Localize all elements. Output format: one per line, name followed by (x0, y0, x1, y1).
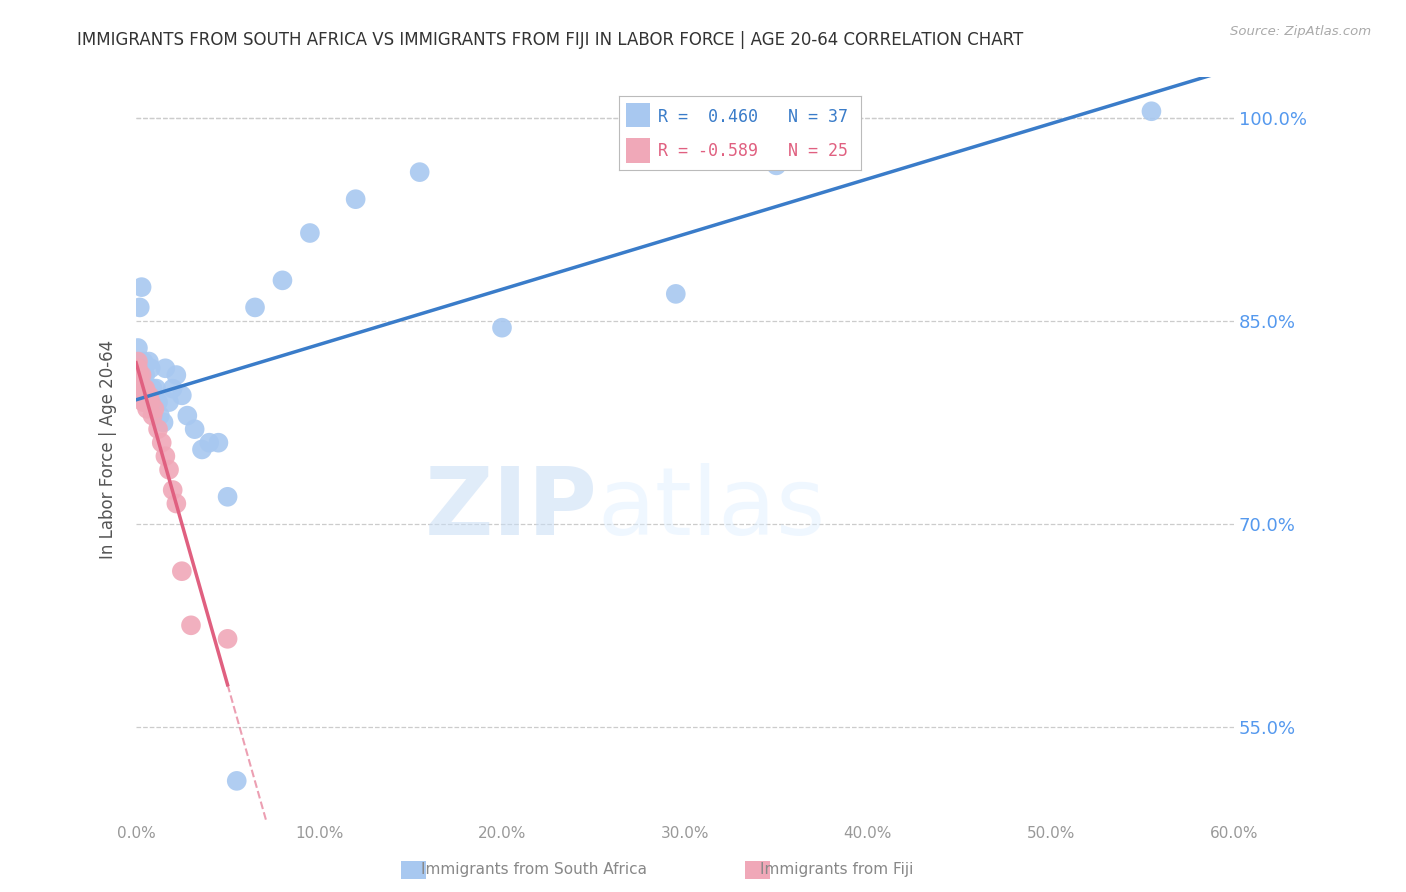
Point (191, 442, 214, 457)
Point (150, 435, 173, 450)
Point (136, 382, 159, 396)
Text: atlas: atlas (598, 463, 825, 555)
Point (165, 368, 187, 382)
Point (128, 382, 150, 396)
Point (149, 409, 172, 423)
Point (134, 395, 156, 409)
Point (176, 409, 198, 423)
Point (217, 490, 239, 504)
Point (298, 226, 321, 240)
Point (217, 632, 239, 646)
Point (344, 192, 367, 206)
Point (142, 409, 165, 423)
Point (225, 773, 247, 788)
Point (170, 388, 193, 402)
Point (138, 354, 160, 368)
Point (131, 280, 153, 294)
Point (180, 618, 202, 632)
Point (155, 449, 177, 463)
Point (183, 422, 205, 436)
Point (165, 497, 187, 511)
Text: ZIP: ZIP (425, 463, 598, 555)
Text: Immigrants from South Africa: Immigrants from South Africa (422, 863, 647, 877)
Point (127, 341, 149, 355)
Point (765, 158, 787, 172)
Point (146, 395, 169, 409)
Point (132, 354, 155, 368)
Point (408, 165, 430, 179)
Point (132, 382, 155, 396)
Point (136, 401, 159, 416)
Point (127, 354, 149, 368)
Point (132, 368, 155, 382)
Point (131, 368, 153, 382)
Point (134, 382, 156, 396)
Point (271, 273, 294, 287)
Point (1140, 104, 1163, 119)
Point (139, 361, 162, 376)
Point (155, 361, 177, 376)
Point (139, 395, 162, 409)
Point (198, 435, 221, 450)
Point (132, 395, 155, 409)
Point (142, 382, 165, 396)
Point (143, 395, 166, 409)
Point (128, 301, 150, 315)
Y-axis label: In Labor Force | Age 20-64: In Labor Force | Age 20-64 (100, 340, 117, 559)
Point (134, 382, 156, 396)
Text: Source: ZipAtlas.com: Source: ZipAtlas.com (1230, 25, 1371, 38)
Point (665, 286, 688, 301)
Point (145, 382, 167, 396)
Point (157, 395, 180, 409)
Point (131, 382, 153, 396)
Point (157, 463, 180, 477)
Text: Immigrants from Fiji: Immigrants from Fiji (759, 863, 914, 877)
Point (127, 361, 149, 376)
Point (143, 401, 166, 416)
Point (138, 388, 160, 402)
Point (136, 388, 159, 402)
Point (128, 368, 150, 382)
Point (146, 422, 169, 436)
Point (243, 301, 266, 315)
Point (162, 483, 184, 497)
Point (134, 368, 156, 382)
Point (207, 435, 229, 450)
Point (170, 564, 193, 578)
Point (152, 416, 174, 430)
Point (162, 382, 184, 396)
Point (491, 320, 513, 334)
Text: IMMIGRANTS FROM SOUTH AFRICA VS IMMIGRANTS FROM FIJI IN LABOR FORCE | AGE 20-64 : IMMIGRANTS FROM SOUTH AFRICA VS IMMIGRAN… (77, 31, 1024, 49)
